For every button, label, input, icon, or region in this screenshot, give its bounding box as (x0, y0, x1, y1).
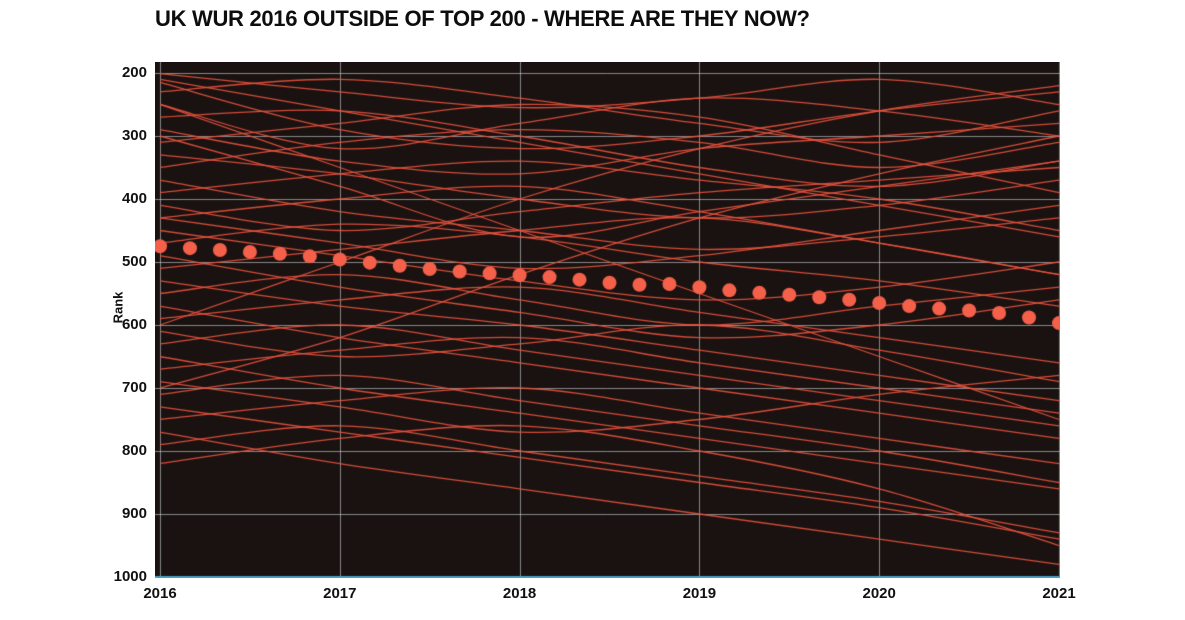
y-tick-label: 200 (121, 64, 147, 81)
plot-area (155, 62, 1060, 578)
x-tick-label: 2020 (862, 585, 896, 602)
y-tick-label: 1000 (113, 568, 147, 585)
y-tick-label: 500 (121, 253, 147, 270)
y-tick-label: 600 (121, 316, 147, 333)
y-tick-label: 700 (121, 379, 147, 396)
y-tick-label: 800 (121, 442, 147, 459)
y-tick-label: 300 (121, 127, 147, 144)
chart-canvas (155, 62, 1060, 578)
x-tick-label: 2018 (502, 585, 537, 602)
x-tick-label: 2019 (682, 585, 717, 602)
x-tick-label: 2017 (323, 585, 357, 602)
x-tick-label: 2016 (143, 585, 177, 602)
y-tick-label: 400 (121, 190, 147, 207)
y-tick-label: 900 (121, 505, 147, 522)
x-tick-label: 2021 (1042, 585, 1076, 602)
chart-title: UK WUR 2016 OUTSIDE OF TOP 200 - WHERE A… (155, 6, 810, 31)
